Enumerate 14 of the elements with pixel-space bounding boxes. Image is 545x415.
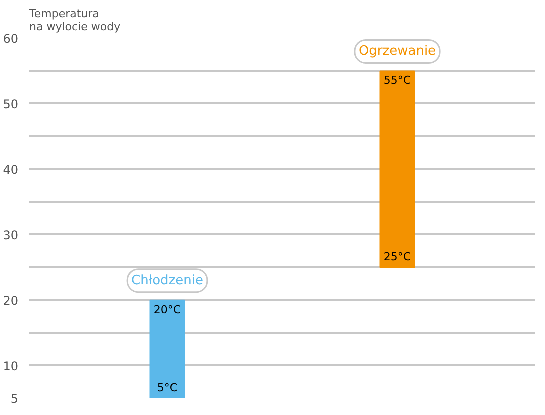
y-tick-label: 60 xyxy=(3,32,19,46)
y-tick-label: 50 xyxy=(3,97,19,112)
annotation: 25°C xyxy=(384,250,412,264)
y-tick-label: 30 xyxy=(3,228,19,242)
y-tick-label: 40 xyxy=(3,162,19,177)
y-tick-label: 5 xyxy=(10,392,19,406)
annotation: 5°C xyxy=(157,382,178,394)
annotation: 55°C xyxy=(384,74,412,88)
x-tick-label: Chłodzenie xyxy=(132,273,204,288)
y-tick-label: 10 xyxy=(3,359,19,374)
x-tick-label: Ogrzewanie xyxy=(358,44,436,60)
y-tick-label: 20 xyxy=(3,294,19,308)
annotation: 20°C xyxy=(154,303,182,316)
y-axis-title: Temperatura na wylocie wody xyxy=(28,8,122,34)
